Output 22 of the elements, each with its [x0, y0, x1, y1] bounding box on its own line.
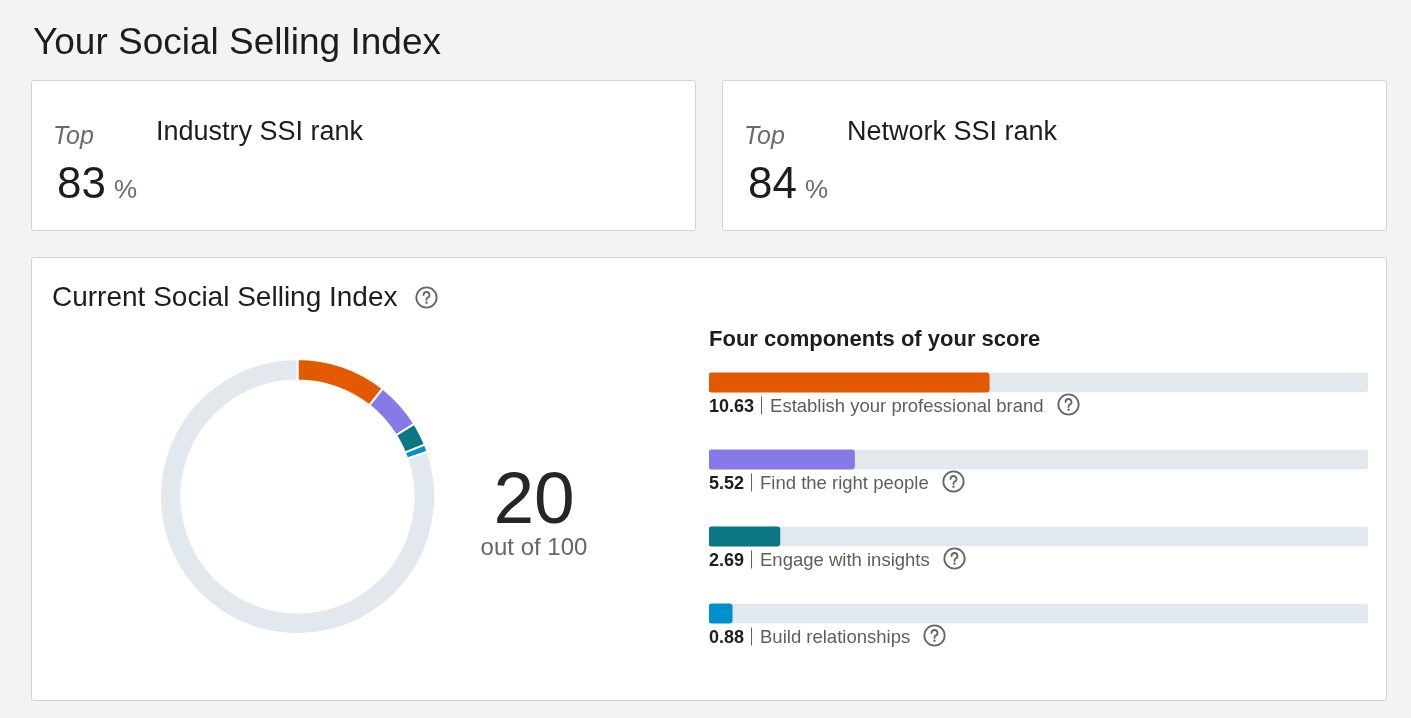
category-label: Network SSI rank — [847, 116, 1058, 146]
text: % — [113, 174, 138, 204]
data-label: 84 — [748, 158, 797, 207]
chart-title: Current Social Selling Index — [52, 281, 398, 312]
text: Top — [53, 121, 94, 149]
bar — [709, 449, 855, 470]
category-label: Industry SSI rank — [156, 116, 364, 146]
data-label: 5.52 — [709, 472, 745, 493]
bar — [709, 603, 733, 624]
y-tick-label: Find the right people — [760, 471, 929, 493]
text: % — [804, 174, 829, 204]
text: Top — [744, 121, 785, 149]
data-label: 10.63 — [709, 395, 755, 416]
y-tick-label: Establish your professional brand — [770, 394, 1044, 416]
data-label: 83 — [57, 158, 106, 207]
data-label: 2.69 — [709, 549, 745, 570]
data-label: 0.88 — [709, 626, 745, 647]
y-tick-label: Engage with insights — [760, 548, 930, 570]
y-tick-label: Build relationships — [760, 625, 911, 647]
chart-title: Four components of your score — [709, 326, 1041, 351]
text: Your Social Selling Index — [33, 21, 441, 62]
bar — [709, 526, 781, 547]
